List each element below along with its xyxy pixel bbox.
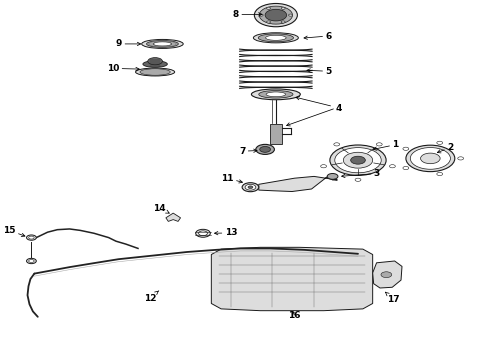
Ellipse shape xyxy=(403,147,409,150)
Ellipse shape xyxy=(140,69,170,75)
Ellipse shape xyxy=(245,184,256,190)
Ellipse shape xyxy=(29,260,34,262)
Text: 13: 13 xyxy=(215,229,237,238)
Ellipse shape xyxy=(420,153,440,164)
Text: 15: 15 xyxy=(3,226,25,237)
Ellipse shape xyxy=(256,144,274,154)
Ellipse shape xyxy=(198,231,207,236)
Ellipse shape xyxy=(147,41,178,48)
Ellipse shape xyxy=(248,186,253,189)
Text: 6: 6 xyxy=(304,32,332,41)
Polygon shape xyxy=(373,261,402,288)
Text: 4: 4 xyxy=(296,96,343,113)
Ellipse shape xyxy=(335,148,381,173)
Text: 1: 1 xyxy=(373,140,398,150)
Ellipse shape xyxy=(259,14,263,16)
Ellipse shape xyxy=(251,89,300,100)
Ellipse shape xyxy=(410,148,450,169)
Text: 16: 16 xyxy=(288,310,301,320)
Ellipse shape xyxy=(254,4,297,27)
Ellipse shape xyxy=(26,235,36,240)
Polygon shape xyxy=(270,124,282,144)
Polygon shape xyxy=(211,247,373,311)
Text: 14: 14 xyxy=(153,204,169,213)
Ellipse shape xyxy=(381,272,392,278)
Ellipse shape xyxy=(266,92,286,97)
Ellipse shape xyxy=(242,183,259,192)
Ellipse shape xyxy=(281,7,285,9)
Ellipse shape xyxy=(267,7,270,9)
Text: 2: 2 xyxy=(438,143,453,153)
Ellipse shape xyxy=(330,145,386,175)
Text: 9: 9 xyxy=(116,40,141,49)
Ellipse shape xyxy=(403,166,409,170)
Ellipse shape xyxy=(289,14,293,16)
Ellipse shape xyxy=(196,229,210,237)
Ellipse shape xyxy=(26,258,36,264)
Ellipse shape xyxy=(458,157,464,160)
Ellipse shape xyxy=(376,143,382,146)
Ellipse shape xyxy=(259,91,293,98)
Text: 8: 8 xyxy=(233,10,262,19)
Polygon shape xyxy=(259,176,338,192)
Ellipse shape xyxy=(281,21,285,23)
Ellipse shape xyxy=(258,34,294,42)
Ellipse shape xyxy=(320,165,326,168)
Ellipse shape xyxy=(148,58,163,65)
Ellipse shape xyxy=(253,33,298,43)
Ellipse shape xyxy=(437,141,442,144)
Text: 12: 12 xyxy=(144,291,159,302)
Ellipse shape xyxy=(327,174,338,179)
Ellipse shape xyxy=(143,61,167,67)
Ellipse shape xyxy=(259,6,293,24)
Ellipse shape xyxy=(334,143,340,146)
Ellipse shape xyxy=(265,9,287,21)
Ellipse shape xyxy=(437,172,442,176)
Ellipse shape xyxy=(142,40,183,49)
Ellipse shape xyxy=(390,165,395,168)
Ellipse shape xyxy=(351,156,366,164)
Ellipse shape xyxy=(136,68,174,76)
Text: 5: 5 xyxy=(307,67,332,76)
Ellipse shape xyxy=(343,152,373,168)
Text: 10: 10 xyxy=(107,64,139,73)
Text: 7: 7 xyxy=(239,147,257,156)
Ellipse shape xyxy=(266,35,286,40)
Polygon shape xyxy=(166,213,180,221)
Ellipse shape xyxy=(355,178,361,181)
Text: 11: 11 xyxy=(221,174,243,183)
Ellipse shape xyxy=(29,236,34,239)
Ellipse shape xyxy=(267,21,270,23)
Ellipse shape xyxy=(153,42,172,46)
Ellipse shape xyxy=(406,145,455,172)
Text: 17: 17 xyxy=(385,292,400,304)
Text: 3: 3 xyxy=(342,169,380,178)
Ellipse shape xyxy=(260,147,270,152)
